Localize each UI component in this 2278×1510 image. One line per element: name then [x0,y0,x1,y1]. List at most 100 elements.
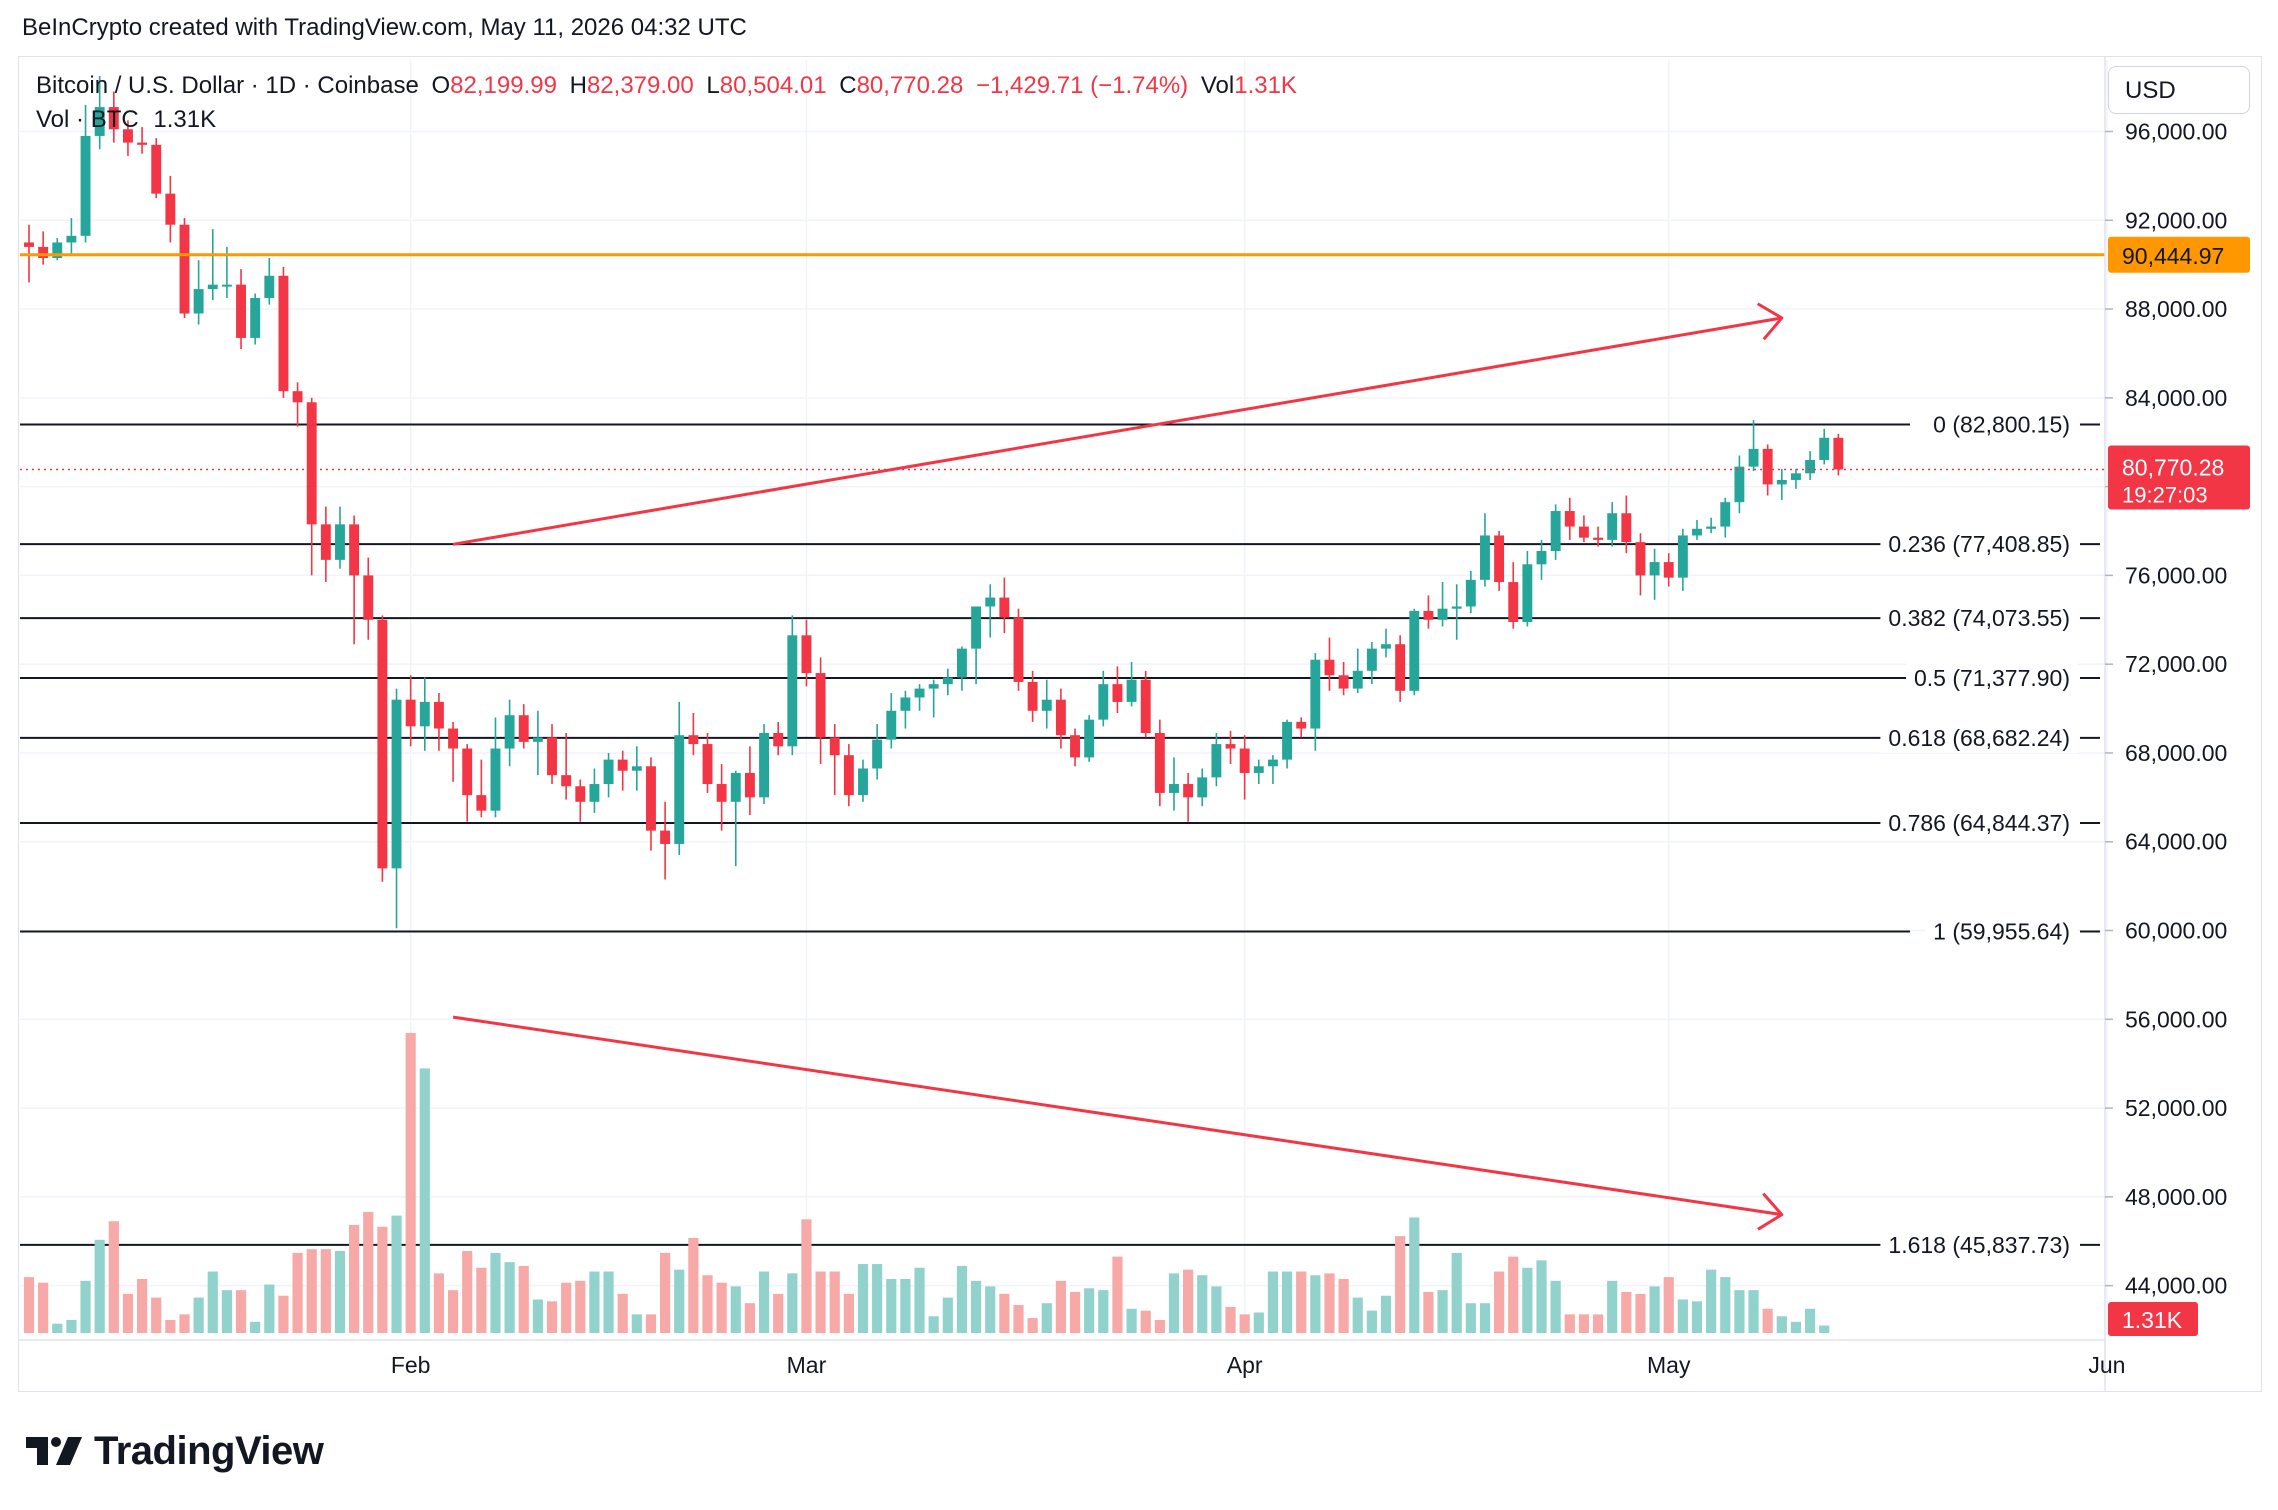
candle-body [1805,459,1816,474]
candle-body [1338,675,1349,689]
candle-body [617,759,628,771]
candle-body [137,142,148,145]
candle-body [1126,679,1137,702]
volume-bar [1691,1301,1703,1333]
symbol-label[interactable]: Bitcoin / U.S. Dollar · 1D · Coinbase [36,72,419,99]
fib-label-bg [1925,409,2078,440]
volume-bar [1055,1280,1066,1333]
volume-legend-value: 1.31K [153,106,217,133]
candle-body [575,786,586,802]
volume-bar [561,1282,572,1333]
volume-bar [349,1224,360,1333]
fib-level-label: 0.382 (74,073.55) [1888,605,2070,631]
candle-body [1734,466,1745,503]
candle-body [221,284,232,287]
volume-bar [787,1273,798,1333]
fib-level-label: 1 (59,955.64) [1933,919,2070,945]
volume-bar [942,1297,953,1333]
candle-body [1451,606,1462,609]
volume-legend-label[interactable]: Vol · BTC [36,106,139,133]
fib-level-label: 0.5 (71,377.90) [1914,665,2070,691]
price-axis[interactable]: 96,000.0092,000.0088,000.0084,000.0080,0… [2104,56,2250,1392]
volume-bar [970,1280,982,1333]
fibonacci-retracement[interactable]: 0 (82,800.15) 0.236 (77,408.85) 0.382 (74,… [20,409,2100,1260]
volume-bar [1154,1319,1165,1333]
candle-body [957,648,967,678]
volume-bar [108,1221,119,1333]
volume-bar [221,1290,232,1333]
volume-bar [1706,1269,1717,1333]
volume-bar [306,1249,317,1333]
price-tick-label: 48,000.00 [2125,1184,2227,1210]
price-tick-label: 52,000.00 [2125,1095,2227,1121]
volume-bar [1734,1290,1745,1333]
price-tick-label: 92,000.00 [2125,207,2227,233]
candle-body [1423,610,1434,620]
volume-bar [1239,1314,1250,1333]
fib-label-bg [1880,529,2078,560]
volume-bar [193,1297,204,1333]
time-axis[interactable]: Feb Mar Apr May Jun [18,1339,2125,1378]
fib-label-bg [1880,603,2078,634]
volume-trend-arrow-shaft [452,1015,1783,1217]
volume-bar [1522,1267,1533,1333]
volume-bar [1621,1292,1632,1333]
close-label: C [839,72,857,99]
volume-bar [165,1319,176,1333]
volume-bar [660,1252,671,1333]
volume-bar [589,1271,600,1333]
candle-body [716,784,727,802]
change-value: −1,429.71 (−1.74%) [976,72,1189,99]
volume-bar [546,1301,558,1333]
candle-body [52,242,63,259]
candle-body [151,144,162,194]
volume-bar [886,1278,897,1333]
volume-bar [744,1303,756,1333]
volume-bar [914,1267,925,1333]
volume-bar [1126,1308,1137,1333]
candle-body [971,606,982,649]
volume-bar [1607,1280,1618,1333]
volume-bar [1748,1290,1759,1333]
volume-bar [773,1293,784,1333]
candle-body [80,135,91,236]
candle-body [1366,648,1377,671]
high-label: H [569,72,587,99]
volume-bar [1338,1278,1349,1333]
candle-body [787,635,798,747]
candle-body [829,737,840,756]
volume-bar [1592,1314,1604,1333]
volume-bar [532,1299,543,1333]
currency-button[interactable]: USD [2108,66,2250,114]
volume-bar [716,1282,727,1333]
volume-bar [264,1284,275,1333]
candle-body [843,755,854,796]
open-label: O [431,72,451,99]
candle-body [1055,699,1066,736]
candle-body [250,297,261,338]
volume-bar [518,1265,529,1333]
volume-bar [235,1290,247,1333]
volume-bar [1465,1303,1476,1333]
open-value: 82,199.99 [450,72,557,99]
candle-body [1296,721,1307,729]
candle-body [349,524,360,576]
volume-bar [843,1293,854,1333]
candle-body [94,107,105,136]
candle-body [532,737,543,742]
volume-bar [1027,1318,1038,1333]
candle-body [1112,684,1123,702]
volume-bar [1479,1303,1491,1333]
bar-countdown-label: 19:27:03 [2122,483,2208,508]
candle-body [278,275,289,392]
candle-body [1437,608,1448,620]
candle-body [801,635,812,674]
volume-bar [730,1286,741,1333]
attribution-header: BeInCrypto created with TradingView.com,… [22,14,747,41]
volume-bar [674,1269,685,1333]
candle-body [207,284,218,290]
volume-bar [829,1271,840,1333]
price-tick-label: 96,000.00 [2125,119,2227,145]
volume-bar [1494,1271,1505,1333]
